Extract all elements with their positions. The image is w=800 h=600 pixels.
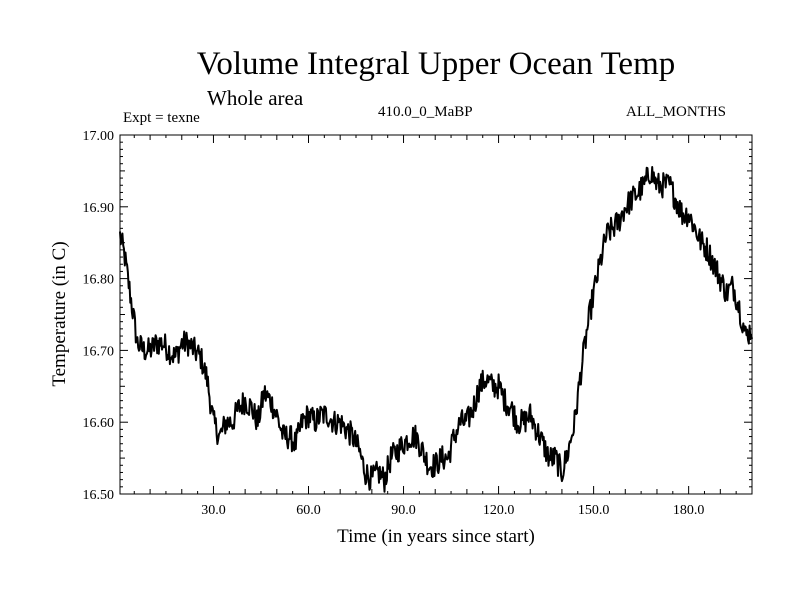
x-tick-label: 90.0 [391, 503, 416, 518]
months-label: ALL_MONTHS [626, 104, 726, 120]
y-axis-label: Temperature (in C) [49, 241, 70, 387]
x-tick-label: 150.0 [578, 503, 610, 518]
chart-title: Volume Integral Upper Ocean Temp [196, 46, 676, 82]
x-tick-label: 60.0 [296, 503, 321, 518]
experiment-label: Expt = texne [123, 110, 200, 126]
y-tick-label: 17.00 [83, 129, 115, 144]
period-label: 410.0_0_MaBP [378, 104, 473, 120]
y-tick-label: 16.80 [83, 273, 115, 288]
x-axis-label: Time (in years since start) [337, 526, 535, 547]
y-tick-label: 16.70 [83, 344, 115, 359]
y-tick-label: 16.60 [83, 416, 115, 431]
x-tick-label: 180.0 [673, 503, 705, 518]
y-tick-label: 16.90 [83, 201, 115, 216]
x-tick-label: 120.0 [483, 503, 515, 518]
y-tick-label: 16.50 [83, 488, 115, 503]
x-tick-label: 30.0 [201, 503, 226, 518]
series-line-texne [119, 166, 753, 493]
axis-tick-labels: 30.0 60.0 90.0 120.0 150.0 180.0 16.50 16.60 16.… [83, 129, 705, 518]
chart-subtitle: Whole area [207, 86, 304, 110]
